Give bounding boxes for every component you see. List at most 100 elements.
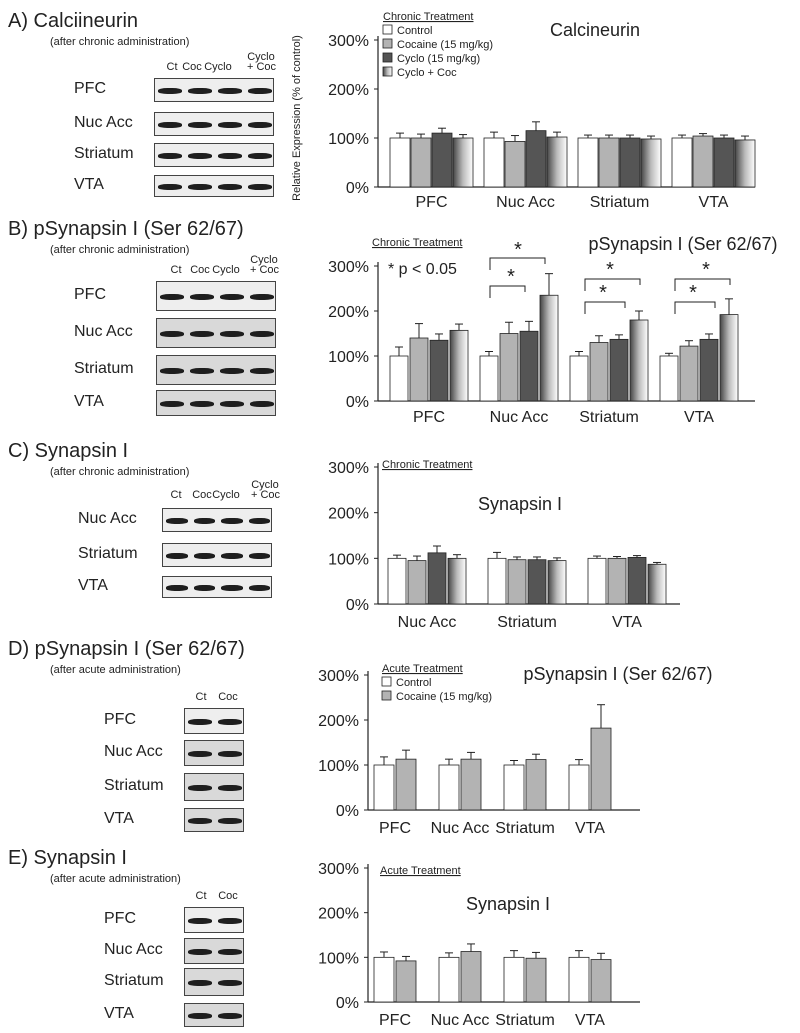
lane-label: Ct: [170, 489, 182, 501]
lane-label: Ct: [195, 691, 207, 703]
bar: [431, 132, 453, 188]
x-tick-label: PFC: [413, 409, 445, 426]
bar: [447, 557, 467, 605]
blot-region-label: PFC: [104, 910, 136, 927]
western-blot: [156, 318, 276, 348]
protein-band: [160, 294, 184, 300]
protein-band: [220, 331, 244, 337]
lane-label: Cyclo: [204, 61, 232, 73]
protein-band: [248, 153, 272, 159]
lane-label: Coc: [218, 691, 238, 703]
protein-band: [188, 980, 212, 986]
bar: [389, 355, 409, 402]
chart-title: pSynapsin I (Ser 62/67): [523, 664, 712, 684]
bar: [598, 137, 620, 188]
y-tick-label: 0%: [336, 803, 359, 820]
bar: [504, 141, 526, 188]
protein-band: [250, 401, 274, 407]
western-blot: [184, 907, 244, 933]
protein-band: [160, 368, 184, 374]
western-blot: [184, 968, 244, 996]
protein-band: [188, 785, 212, 791]
blot-region-label: Nuc Acc: [104, 743, 163, 760]
protein-band: [221, 518, 243, 524]
blot-region-label: Nuc Acc: [78, 510, 137, 527]
blot-region-label: VTA: [74, 176, 104, 193]
blot-region-label: Nuc Acc: [104, 941, 163, 958]
bar: [719, 314, 739, 402]
y-tick-label: 300%: [328, 259, 369, 276]
lane-label: Coc: [190, 264, 210, 276]
protein-band: [250, 294, 274, 300]
protein-band: [218, 980, 242, 986]
significance-annotation: * p < 0.05: [388, 261, 457, 278]
bar: [395, 960, 417, 1003]
protein-band: [188, 1013, 212, 1019]
bar: [619, 137, 641, 188]
protein-band: [193, 518, 215, 524]
western-blot: [162, 576, 272, 598]
bar: [503, 764, 525, 811]
bar: [713, 137, 735, 188]
western-blot: [184, 808, 244, 832]
bar: [525, 130, 547, 188]
x-tick-label: PFC: [379, 820, 411, 837]
protein-band: [188, 751, 212, 757]
blot-region-label: Nuc Acc: [74, 114, 133, 131]
y-axis-label: Relative Expression (% of control): [291, 35, 303, 201]
protein-band: [190, 331, 214, 337]
x-tick-label: VTA: [612, 614, 642, 631]
legend-entry: Cyclo (15 mg/kg): [397, 53, 480, 65]
protein-band: [158, 88, 182, 94]
lane-label: Ct: [166, 61, 178, 73]
bar: [487, 557, 507, 605]
x-tick-label: PFC: [416, 194, 448, 211]
protein-band: [248, 184, 272, 190]
bar: [527, 559, 547, 605]
western-blot: [162, 543, 272, 567]
bar: [629, 319, 649, 402]
lane-label: Cyclo + Coc: [250, 254, 280, 276]
y-tick-label: 0%: [346, 394, 369, 411]
protein-band: [218, 184, 242, 190]
lane-label: Cyclo: [212, 489, 240, 501]
protein-band: [220, 401, 244, 407]
bar: [410, 137, 432, 188]
y-tick-label: 200%: [328, 506, 369, 523]
protein-band: [248, 122, 272, 128]
x-tick-label: Nuc Acc: [490, 409, 549, 426]
lane-label: Coc: [192, 489, 212, 501]
western-blot: [184, 773, 244, 801]
panel-title: D) pSynapsin I (Ser 62/67): [8, 638, 245, 660]
x-tick-label: VTA: [699, 194, 729, 211]
bar: [589, 342, 609, 402]
western-blot: [154, 175, 274, 197]
y-tick-label: 0%: [346, 597, 369, 614]
western-blot: [184, 740, 244, 766]
bar: [577, 137, 599, 188]
bar: [679, 345, 699, 402]
bar: [438, 764, 460, 811]
y-tick-label: 0%: [336, 995, 359, 1012]
blot-region-label: Nuc Acc: [74, 323, 133, 340]
significance-bracket: [489, 285, 526, 298]
x-tick-label: VTA: [575, 820, 605, 837]
bar: [569, 355, 589, 402]
bar: [692, 135, 714, 188]
protein-band: [158, 153, 182, 159]
protein-band: [166, 585, 188, 591]
bar: [449, 329, 469, 402]
protein-band: [160, 401, 184, 407]
lane-label: Cyclo + Coc: [251, 479, 281, 501]
chart-title: Synapsin I: [478, 494, 562, 514]
protein-band: [218, 785, 242, 791]
legend-entry: Control: [396, 677, 431, 689]
protein-band: [220, 368, 244, 374]
protein-band: [188, 153, 212, 159]
bar: [607, 557, 627, 605]
y-tick-label: 100%: [318, 950, 359, 967]
x-tick-label: Striatum: [497, 614, 557, 631]
protein-band: [218, 918, 242, 924]
protein-band: [160, 331, 184, 337]
